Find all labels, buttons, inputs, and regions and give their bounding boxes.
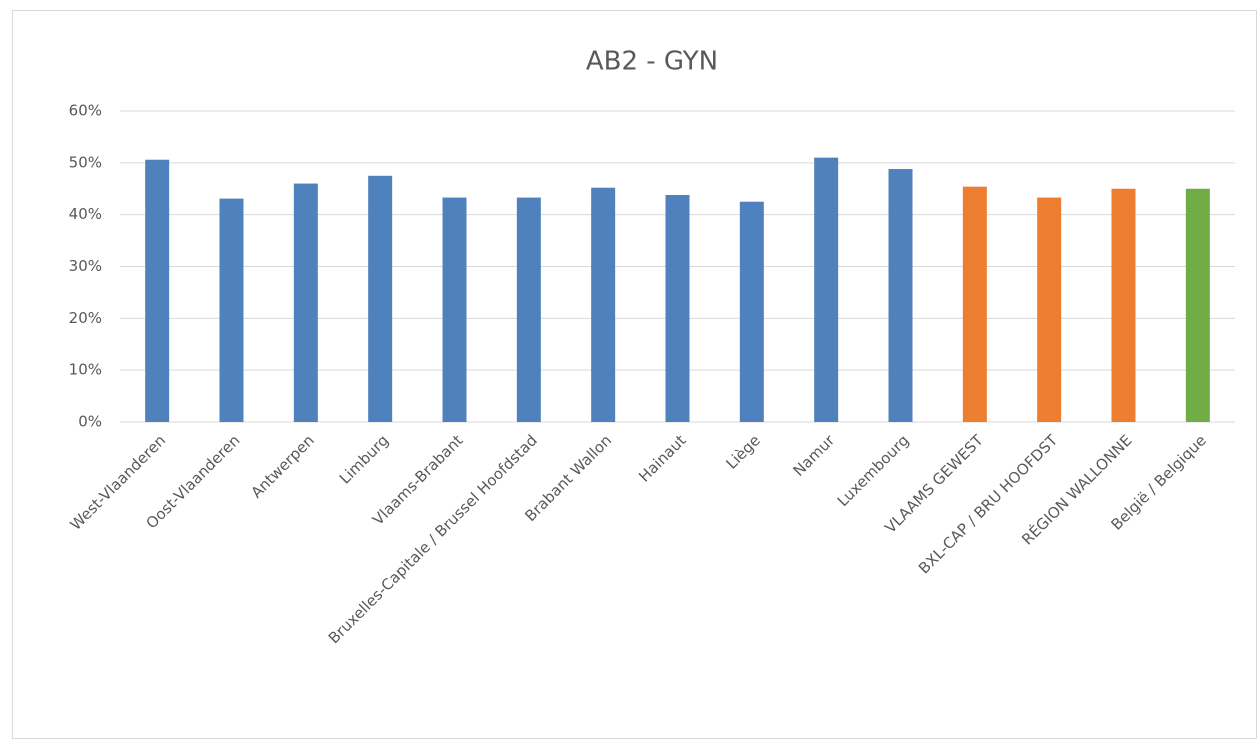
y-tick-label: 60% — [69, 102, 102, 120]
bar — [293, 183, 318, 422]
chart-frame — [12, 10, 1257, 739]
y-tick-label: 0% — [78, 413, 102, 431]
bar — [739, 201, 764, 422]
bar — [1185, 188, 1210, 422]
bar — [442, 197, 467, 422]
bar — [368, 175, 393, 422]
bar — [888, 169, 913, 422]
y-tick-label: 40% — [69, 205, 102, 223]
bar — [814, 157, 839, 422]
y-tick-label: 20% — [69, 309, 102, 327]
bar — [1037, 197, 1062, 422]
bar — [962, 186, 987, 422]
bar — [1111, 188, 1136, 422]
y-tick-label: 50% — [69, 153, 102, 171]
bar — [665, 194, 690, 422]
y-tick-label: 10% — [69, 361, 102, 379]
bar — [219, 198, 244, 422]
chart-title: AB2 - GYN — [586, 47, 718, 77]
bar — [591, 187, 616, 422]
y-tick-label: 30% — [69, 257, 102, 275]
bar — [516, 197, 541, 422]
bar — [145, 159, 170, 422]
